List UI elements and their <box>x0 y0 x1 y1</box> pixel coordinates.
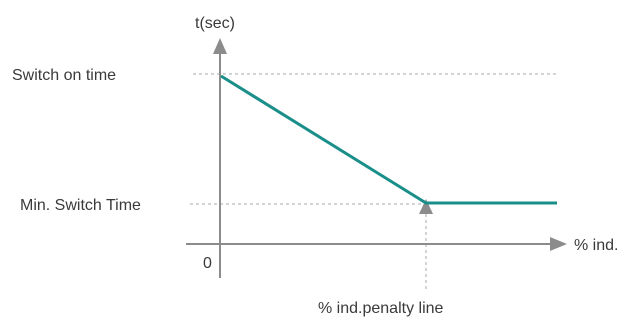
y-axis-label: t(sec) <box>195 15 235 32</box>
origin-label: 0 <box>203 255 212 272</box>
x-axis-arrowhead <box>550 237 567 251</box>
y-axis-arrowhead <box>213 38 227 54</box>
penalty-marker-arrowhead <box>419 199 433 214</box>
penalty-line-label: % ind.penalty line <box>318 300 444 317</box>
switch-on-time-label: Switch on time <box>12 67 116 84</box>
switch-time-curve <box>220 74 557 205</box>
min-switch-time-label: Min. Switch Time <box>20 197 141 214</box>
x-axis-label: % ind. <box>574 237 618 254</box>
